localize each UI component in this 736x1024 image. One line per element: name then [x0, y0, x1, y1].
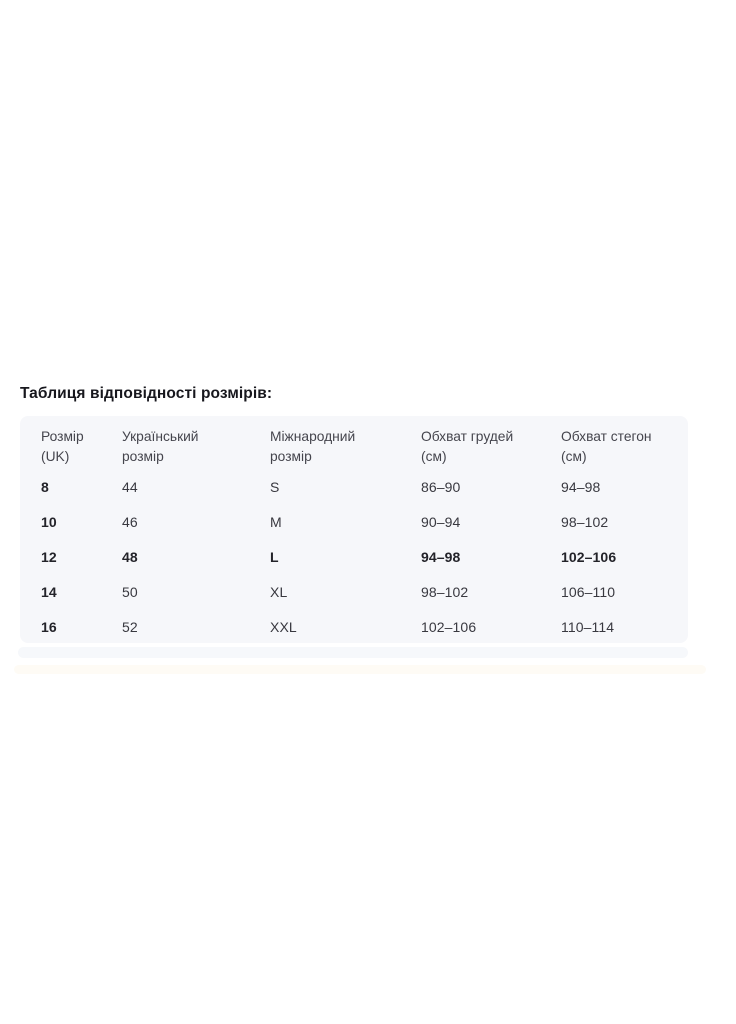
- cell-ua-size: 48: [122, 548, 138, 565]
- size-table: Розмір (UK) Український розмір Міжнародн…: [20, 416, 688, 643]
- size-table-header-row: Розмір (UK) Український розмір Міжнародн…: [41, 427, 670, 467]
- column-header-intl-size: Міжнародний розмір: [270, 429, 356, 464]
- cell-chest: 98–102: [421, 583, 469, 600]
- column-header-ua-size: Український розмір: [122, 429, 199, 464]
- cell-hips: 110–114: [561, 618, 615, 635]
- cell-intl-size: XXL: [270, 618, 297, 635]
- cell-ua-size: 46: [122, 513, 138, 530]
- cell-uk-size: 10: [41, 513, 57, 530]
- cell-hips: 98–102: [561, 513, 609, 530]
- cell-intl-size: XL: [270, 583, 288, 600]
- cell-chest: 86–90: [421, 478, 461, 495]
- cell-uk-size: 16: [41, 618, 57, 635]
- cell-intl-size: S: [270, 478, 280, 495]
- column-header-uk-size: Розмір (UK): [41, 429, 84, 464]
- cell-chest: 94–98: [421, 548, 461, 565]
- size-table-body: 8 44 S 86–90 94–98 10 46 M 90–94 98–102 …: [41, 469, 670, 644]
- cell-chest: 102–106: [421, 618, 477, 635]
- cell-intl-size: M: [270, 513, 282, 530]
- size-table-title: Таблиця відповідності розмірів:: [20, 385, 273, 402]
- cell-uk-size: 12: [41, 548, 57, 565]
- next-block-top-edge: [18, 647, 688, 658]
- cell-intl-size: L: [270, 548, 279, 565]
- column-header-chest: Обхват грудей (см): [421, 429, 514, 464]
- cell-hips: 102–106: [561, 548, 617, 565]
- cell-uk-size: 8: [41, 478, 49, 495]
- size-table-row: 8 44 S 86–90 94–98: [41, 469, 670, 504]
- cell-ua-size: 50: [122, 583, 138, 600]
- size-table-row: 10 46 M 90–94 98–102: [41, 504, 670, 539]
- column-header-hips: Обхват стегон (см): [561, 429, 652, 464]
- size-table-row: 16 52 XXL 102–106 110–114: [41, 609, 670, 644]
- cell-hips: 106–110: [561, 583, 616, 600]
- cell-hips: 94–98: [561, 478, 601, 495]
- cell-ua-size: 44: [122, 478, 138, 495]
- size-table-row: 14 50 XL 98–102 106–110: [41, 574, 670, 609]
- size-table-row: 12 48 L 94–98 102–106: [41, 539, 670, 574]
- next-block-faint-edge: [14, 665, 706, 674]
- cell-ua-size: 52: [122, 618, 138, 635]
- cell-chest: 90–94: [421, 513, 461, 530]
- cell-uk-size: 14: [41, 583, 57, 600]
